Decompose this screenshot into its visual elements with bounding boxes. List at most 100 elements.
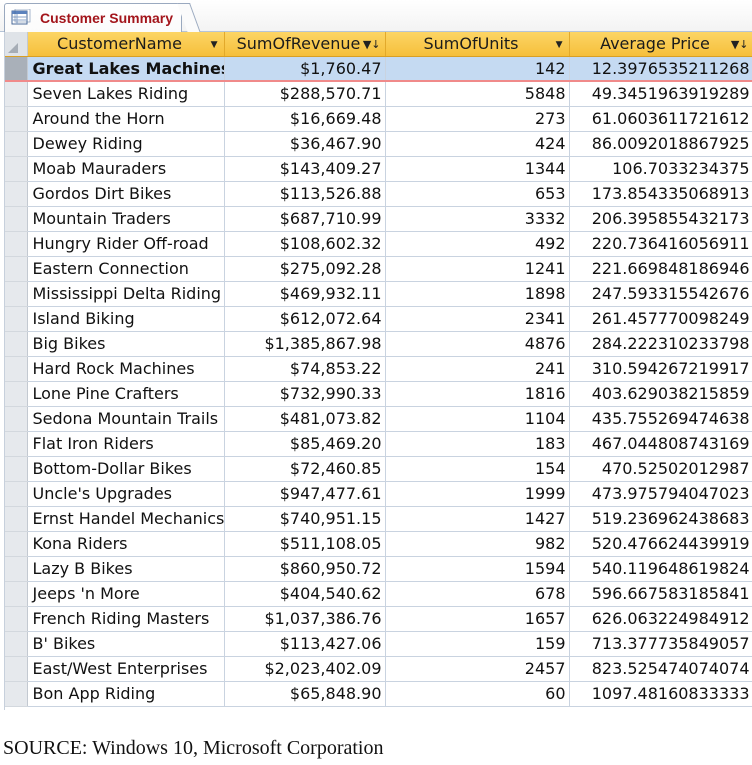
- table-row[interactable]: Bottom-Dollar Bikes $72,460.85 154 470.5250…: [5, 456, 752, 482]
- cell-average-price[interactable]: 470.52502012987: [569, 456, 752, 482]
- cell-average-price[interactable]: 247.593315542676: [569, 281, 752, 307]
- record-selector[interactable]: [5, 406, 28, 432]
- select-all-button[interactable]: [5, 32, 28, 57]
- record-selector[interactable]: [5, 331, 28, 357]
- record-selector[interactable]: [5, 231, 28, 257]
- table-row[interactable]: Bon App Riding $65,848.90 60 1097.481608333…: [5, 681, 752, 707]
- record-selector[interactable]: [5, 306, 28, 332]
- cell-sumofrevenue[interactable]: $65,848.90: [224, 681, 386, 707]
- table-row[interactable]: East/West Enterprises $2,023,402.09 2457 82…: [5, 656, 752, 682]
- cell-sumofrevenue[interactable]: $113,427.06: [224, 631, 386, 657]
- cell-sumofrevenue[interactable]: $469,932.11: [224, 281, 386, 307]
- cell-average-price[interactable]: 823.525474074074: [569, 656, 752, 682]
- cell-customername[interactable]: Gordos Dirt Bikes: [27, 181, 225, 207]
- cell-sumofrevenue[interactable]: $732,990.33: [224, 381, 386, 407]
- cell-customername[interactable]: Flat Iron Riders: [27, 431, 225, 457]
- table-row[interactable]: Uncle's Upgrades $947,477.61 1999 473.97579…: [5, 481, 752, 507]
- cell-customername[interactable]: Great Lakes Machines: [27, 56, 225, 82]
- cell-average-price[interactable]: 467.044808743169: [569, 431, 752, 457]
- cell-sumofunits[interactable]: 982: [385, 531, 570, 557]
- table-row[interactable]: Mountain Traders $687,710.99 3332 206.39585…: [5, 206, 752, 232]
- record-selector[interactable]: [5, 381, 28, 407]
- cell-sumofunits[interactable]: 2457: [385, 656, 570, 682]
- record-selector[interactable]: [5, 131, 28, 157]
- cell-average-price[interactable]: 596.667583185841: [569, 581, 752, 607]
- cell-sumofunits[interactable]: 159: [385, 631, 570, 657]
- cell-customername[interactable]: Mississippi Delta Riding: [27, 281, 225, 307]
- cell-sumofrevenue[interactable]: $2,023,402.09: [224, 656, 386, 682]
- cell-average-price[interactable]: 403.629038215859: [569, 381, 752, 407]
- column-header-sumofunits[interactable]: SumOfUnits ▼: [385, 32, 570, 57]
- cell-sumofrevenue[interactable]: $947,477.61: [224, 481, 386, 507]
- cell-sumofrevenue[interactable]: $143,409.27: [224, 156, 386, 182]
- table-row[interactable]: Sedona Mountain Trails $481,073.82 1104 435…: [5, 406, 752, 432]
- record-selector[interactable]: [5, 681, 28, 707]
- table-row[interactable]: Great Lakes Machines $1,760.47 142 12.39765…: [5, 56, 752, 82]
- record-selector[interactable]: [5, 506, 28, 532]
- record-selector[interactable]: [5, 206, 28, 232]
- table-row[interactable]: Hard Rock Machines $74,853.22 241 310.59426…: [5, 356, 752, 382]
- cell-average-price[interactable]: 261.457770098249: [569, 306, 752, 332]
- cell-customername[interactable]: Moab Mauraders: [27, 156, 225, 182]
- table-row[interactable]: Island Biking $612,072.64 2341 261.45777009…: [5, 306, 752, 332]
- column-header-average-price[interactable]: Average Price ▼↓: [569, 32, 752, 57]
- cell-sumofunits[interactable]: 1104: [385, 406, 570, 432]
- filter-dropdown-icon[interactable]: ▼: [210, 40, 218, 50]
- cell-customername[interactable]: East/West Enterprises: [27, 656, 225, 682]
- cell-sumofunits[interactable]: 1816: [385, 381, 570, 407]
- record-selector[interactable]: [5, 656, 28, 682]
- cell-average-price[interactable]: 106.7033234375: [569, 156, 752, 182]
- cell-average-price[interactable]: 626.063224984912: [569, 606, 752, 632]
- cell-customername[interactable]: Eastern Connection: [27, 256, 225, 282]
- record-selector[interactable]: [5, 256, 28, 282]
- cell-customername[interactable]: Lazy B Bikes: [27, 556, 225, 582]
- record-selector[interactable]: [5, 106, 28, 132]
- filter-dropdown-icon[interactable]: ▼: [555, 40, 563, 50]
- tab-customer-summary[interactable]: Customer Summary: [4, 3, 182, 32]
- cell-customername[interactable]: Ernst Handel Mechanics: [27, 506, 225, 532]
- cell-sumofrevenue[interactable]: $511,108.05: [224, 531, 386, 557]
- cell-customername[interactable]: Seven Lakes Riding: [27, 81, 225, 107]
- table-row[interactable]: Lone Pine Crafters $732,990.33 1816 403.629…: [5, 381, 752, 407]
- cell-customername[interactable]: Island Biking: [27, 306, 225, 332]
- record-selector[interactable]: [5, 531, 28, 557]
- cell-sumofrevenue[interactable]: $113,526.88: [224, 181, 386, 207]
- cell-sumofunits[interactable]: 1241: [385, 256, 570, 282]
- cell-average-price[interactable]: 520.476624439919: [569, 531, 752, 557]
- cell-average-price[interactable]: 221.669848186946: [569, 256, 752, 282]
- record-selector[interactable]: [5, 581, 28, 607]
- cell-average-price[interactable]: 713.377735849057: [569, 631, 752, 657]
- table-row[interactable]: Eastern Connection $275,092.28 1241 221.669…: [5, 256, 752, 282]
- cell-customername[interactable]: Big Bikes: [27, 331, 225, 357]
- table-row[interactable]: Around the Horn $16,669.48 273 61.060361172…: [5, 106, 752, 132]
- cell-average-price[interactable]: 310.594267219917: [569, 356, 752, 382]
- cell-average-price[interactable]: 86.0092018867925: [569, 131, 752, 157]
- cell-sumofrevenue[interactable]: $740,951.15: [224, 506, 386, 532]
- cell-sumofrevenue[interactable]: $72,460.85: [224, 456, 386, 482]
- cell-sumofrevenue[interactable]: $108,602.32: [224, 231, 386, 257]
- record-selector[interactable]: [5, 456, 28, 482]
- cell-sumofunits[interactable]: 142: [385, 56, 570, 82]
- record-selector[interactable]: [5, 556, 28, 582]
- cell-average-price[interactable]: 12.3976535211268: [569, 56, 752, 82]
- record-selector[interactable]: [5, 631, 28, 657]
- cell-sumofunits[interactable]: 1657: [385, 606, 570, 632]
- cell-sumofrevenue[interactable]: $16,669.48: [224, 106, 386, 132]
- cell-sumofunits[interactable]: 492: [385, 231, 570, 257]
- cell-customername[interactable]: Sedona Mountain Trails: [27, 406, 225, 432]
- table-row[interactable]: Moab Mauraders $143,409.27 1344 106.7033234…: [5, 156, 752, 182]
- table-row[interactable]: Flat Iron Riders $85,469.20 183 467.0448087…: [5, 431, 752, 457]
- cell-customername[interactable]: Bon App Riding: [27, 681, 225, 707]
- cell-sumofrevenue[interactable]: $85,469.20: [224, 431, 386, 457]
- cell-sumofrevenue[interactable]: $612,072.64: [224, 306, 386, 332]
- cell-average-price[interactable]: 519.236962438683: [569, 506, 752, 532]
- cell-sumofrevenue[interactable]: $1,760.47: [224, 56, 386, 82]
- table-row[interactable]: Hungry Rider Off-road $108,602.32 492 220.7…: [5, 231, 752, 257]
- table-row[interactable]: Kona Riders $511,108.05 982 520.47662443991…: [5, 531, 752, 557]
- cell-sumofunits[interactable]: 678: [385, 581, 570, 607]
- cell-average-price[interactable]: 284.222310233798: [569, 331, 752, 357]
- table-row[interactable]: Big Bikes $1,385,867.98 4876 284.2223102337…: [5, 331, 752, 357]
- table-row[interactable]: French Riding Masters $1,037,386.76 1657 62…: [5, 606, 752, 632]
- cell-sumofrevenue[interactable]: $275,092.28: [224, 256, 386, 282]
- cell-sumofunits[interactable]: 154: [385, 456, 570, 482]
